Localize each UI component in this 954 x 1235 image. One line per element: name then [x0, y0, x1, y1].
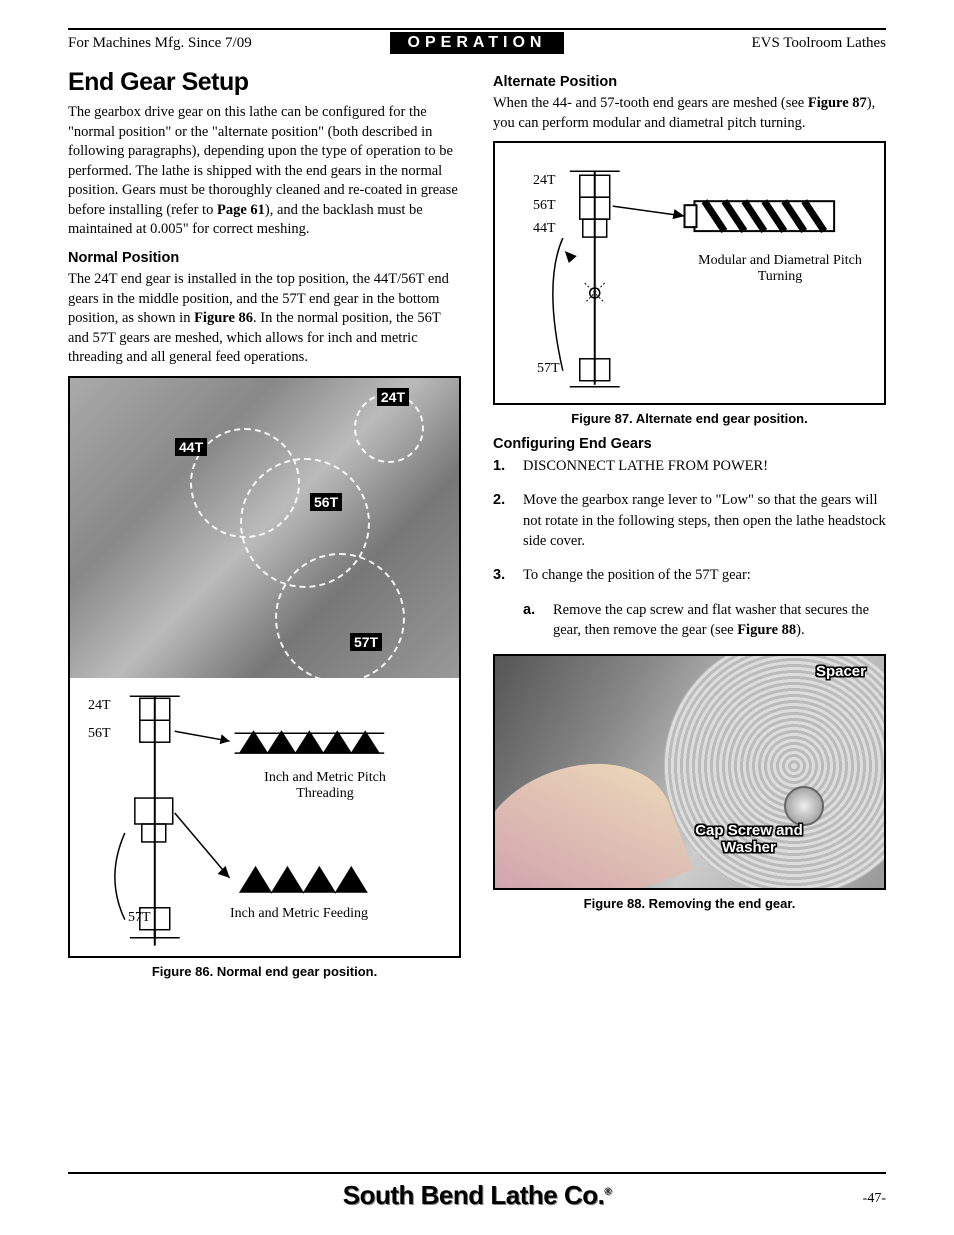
trademark-icon: ® — [604, 1186, 611, 1197]
diag86-txt1: Inch and Metric Pitch Threading — [240, 770, 410, 802]
step-3-sublist: a. Remove the cap screw and flat washer … — [523, 600, 886, 641]
diag86-24t: 24T — [88, 698, 111, 714]
diag86-57t: 57T — [128, 910, 151, 926]
diag87-txt: Modular and Diametral Pitch Turning — [695, 253, 865, 285]
alternate-position-heading: Alternate Position — [493, 74, 886, 90]
label-spacer: Spacer — [816, 664, 866, 681]
step-1: 1. DISCONNECT LATHE FROM POWER! — [493, 456, 886, 476]
label-capscrew: Cap Screw and Washer — [684, 823, 814, 856]
figure-86-photo: 24T 44T 56T 57T — [70, 378, 459, 678]
diag86-txt2: Inch and Metric Feeding — [230, 906, 368, 922]
configuring-heading: Configuring End Gears — [493, 436, 886, 452]
header-rule — [68, 28, 886, 30]
page-header: For Machines Mfg. Since 7/09 OPERATION E… — [68, 32, 886, 54]
left-column: End Gear Setup The gearbox drive gear on… — [68, 68, 461, 989]
header-center-badge: OPERATION — [390, 32, 565, 54]
footer-content: South Bend Lathe Co.® -47- — [68, 1180, 886, 1211]
step-num-1: 1. — [493, 456, 523, 476]
footer-logo: South Bend Lathe Co.® — [343, 1180, 611, 1211]
step-num-3: 3. — [493, 565, 523, 585]
step-3a: a. Remove the cap screw and flat washer … — [523, 600, 886, 641]
figure-86-caption: Figure 86. Normal end gear position. — [68, 964, 461, 979]
label-56t: 56T — [310, 493, 342, 511]
figure-88: Spacer Cap Screw and Washer — [493, 654, 886, 890]
label-24t: 24T — [377, 388, 409, 406]
normal-position-heading: Normal Position — [68, 250, 461, 266]
label-57t: 57T — [350, 633, 382, 651]
figure-88-photo: Spacer Cap Screw and Washer — [495, 656, 884, 888]
header-right: EVS Toolroom Lathes — [564, 35, 886, 52]
diag86-56t: 56T — [88, 726, 111, 742]
footer-rule — [68, 1172, 886, 1174]
diag87-56t: 56T — [533, 198, 556, 214]
figure-87: 24T 56T 44T 57T Modular and Diametral Pi… — [493, 141, 886, 405]
page-number: -47- — [863, 1191, 886, 1207]
step-3: 3. To change the position of the 57T gea… — [493, 565, 886, 640]
alternate-position-body: When the 44- and 57-tooth end gears are … — [493, 94, 886, 133]
figure-86-diagram: 24T 56T 57T Inch and Metric Pitch Thread… — [70, 678, 459, 956]
gear-57t — [275, 553, 405, 678]
step-2: 2. Move the gearbox range lever to "Low"… — [493, 490, 886, 551]
page-title: End Gear Setup — [68, 68, 461, 97]
config-steps: 1. DISCONNECT LATHE FROM POWER! 2. Move … — [493, 456, 886, 640]
header-left: For Machines Mfg. Since 7/09 — [68, 35, 390, 52]
content-columns: End Gear Setup The gearbox drive gear on… — [68, 68, 886, 989]
right-column: Alternate Position When the 44- and 57-t… — [493, 68, 886, 989]
step-num-2: 2. — [493, 490, 523, 551]
figure-87-diagram: 24T 56T 44T 57T Modular and Diametral Pi… — [495, 143, 884, 403]
diag87-44t: 44T — [533, 221, 556, 237]
diag87-57t: 57T — [537, 361, 560, 377]
figure-88-caption: Figure 88. Removing the end gear. — [493, 896, 886, 911]
diag87-24t: 24T — [533, 173, 556, 189]
intro-paragraph: The gearbox drive gear on this lathe can… — [68, 103, 461, 240]
normal-position-body: The 24T end gear is installed in the top… — [68, 270, 461, 368]
figure-86: 24T 44T 56T 57T — [68, 376, 461, 958]
figure-87-caption: Figure 87. Alternate end gear position. — [493, 411, 886, 426]
cap-screw-shape — [784, 786, 824, 826]
step-num-3a: a. — [523, 600, 553, 641]
page-footer: South Bend Lathe Co.® -47- — [68, 1172, 886, 1211]
label-44t: 44T — [175, 438, 207, 456]
